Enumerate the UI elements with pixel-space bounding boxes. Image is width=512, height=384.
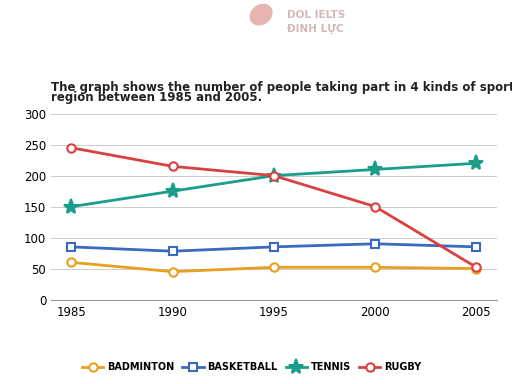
Text: region between 1985 and 2005.: region between 1985 and 2005. <box>51 91 263 104</box>
Text: DOL IELTS
ĐINH LỰC: DOL IELTS ĐINH LỰC <box>287 10 345 34</box>
Text: The graph shows the number of people taking part in 4 kinds of sports in a parti: The graph shows the number of people tak… <box>51 81 512 94</box>
Legend: BADMINTON, BASKETBALL, TENNIS, RUGBY: BADMINTON, BASKETBALL, TENNIS, RUGBY <box>78 358 425 376</box>
